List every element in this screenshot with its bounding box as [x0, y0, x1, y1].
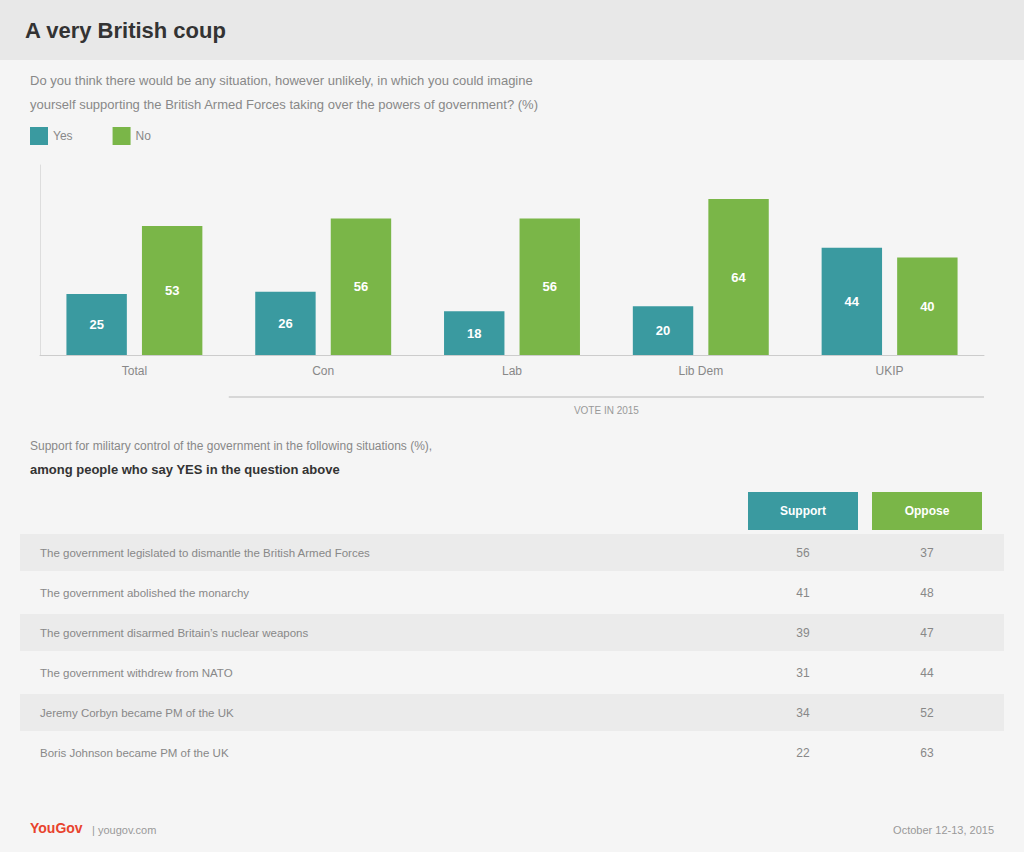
svg-text:41: 41: [796, 586, 810, 600]
svg-text:39: 39: [796, 626, 810, 640]
svg-text:56: 56: [796, 546, 810, 560]
svg-text:20: 20: [656, 323, 670, 338]
svg-text:56: 56: [543, 279, 557, 294]
svg-text:18: 18: [467, 326, 481, 341]
svg-text:among people who say YES in th: among people who say YES in the question…: [30, 462, 340, 477]
svg-text:The government withdrew from N: The government withdrew from NATO: [40, 667, 233, 679]
svg-text:Lib Dem: Lib Dem: [678, 364, 723, 378]
svg-text:The government abolished the m: The government abolished the monarchy: [40, 587, 249, 599]
svg-text:47: 47: [920, 626, 934, 640]
svg-text:52: 52: [920, 706, 934, 720]
svg-text:Oppose: Oppose: [905, 504, 950, 518]
svg-text:26: 26: [278, 316, 292, 331]
svg-text:64: 64: [731, 270, 746, 285]
svg-text:44: 44: [845, 294, 860, 309]
svg-text:Con: Con: [312, 364, 334, 378]
svg-text:Total: Total: [122, 364, 147, 378]
svg-text:44: 44: [920, 666, 934, 680]
svg-text:Jeremy Corbyn became PM of the: Jeremy Corbyn became PM of the UK: [40, 707, 234, 719]
svg-text:63: 63: [920, 746, 934, 760]
svg-text:40: 40: [920, 299, 934, 314]
svg-text:Yes: Yes: [53, 129, 73, 143]
svg-text:34: 34: [796, 706, 810, 720]
svg-text:Support: Support: [780, 504, 826, 518]
svg-text:UKIP: UKIP: [876, 364, 904, 378]
svg-text:Lab: Lab: [502, 364, 522, 378]
svg-text:October 12-13, 2015: October 12-13, 2015: [893, 824, 994, 836]
svg-text:The government disarmed Britai: The government disarmed Britain’s nuclea…: [40, 627, 309, 639]
svg-text:| yougov.com: | yougov.com: [92, 824, 156, 836]
svg-text:VOTE IN 2015: VOTE IN 2015: [574, 405, 639, 416]
svg-text:Support for military control o: Support for military control of the gove…: [30, 439, 432, 453]
svg-text:48: 48: [920, 586, 934, 600]
svg-text:No: No: [136, 129, 152, 143]
svg-text:31: 31: [796, 666, 810, 680]
svg-text:YouGov: YouGov: [30, 820, 83, 836]
svg-text:37: 37: [920, 546, 934, 560]
svg-text:25: 25: [89, 317, 103, 332]
svg-text:22: 22: [796, 746, 810, 760]
svg-text:Do you think there would be an: Do you think there would be any situatio…: [30, 73, 533, 88]
svg-text:56: 56: [354, 279, 368, 294]
svg-text:Boris Johnson became PM of the: Boris Johnson became PM of the UK: [40, 747, 229, 759]
svg-text:A very British coup: A very British coup: [25, 18, 226, 43]
svg-text:yourself supporting the Britis: yourself supporting the British Armed Fo…: [30, 97, 538, 112]
svg-text:53: 53: [165, 283, 179, 298]
svg-text:The government legislated to d: The government legislated to dismantle t…: [40, 547, 370, 559]
